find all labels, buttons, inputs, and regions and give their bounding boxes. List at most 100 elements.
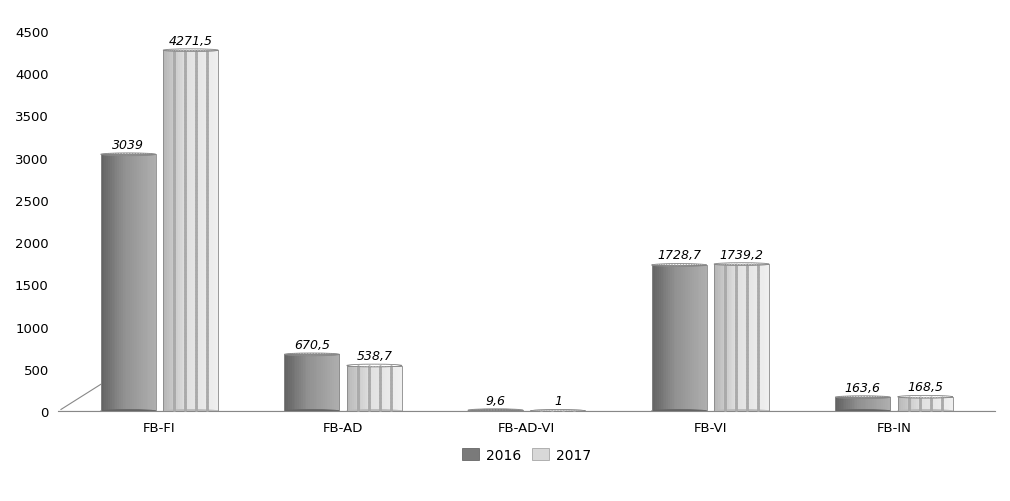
Bar [846,397,848,411]
Bar [119,155,121,411]
Polygon shape [537,410,539,412]
Bar [747,265,749,411]
Polygon shape [945,396,947,398]
Bar [727,265,729,411]
Bar [741,265,743,411]
Bar [925,397,927,411]
Bar [323,355,325,411]
Polygon shape [169,50,171,52]
Bar [123,155,125,411]
Bar [853,397,855,411]
Polygon shape [146,154,148,156]
Polygon shape [388,365,391,367]
Polygon shape [180,50,182,53]
Bar [137,155,139,411]
Bar [216,51,218,411]
Bar [931,397,933,411]
Polygon shape [514,409,516,411]
Bar [299,355,301,411]
Bar [938,397,940,411]
Text: 1728,7: 1728,7 [658,249,701,262]
Polygon shape [144,154,146,156]
Bar [376,366,378,411]
Bar [117,155,119,411]
Polygon shape [943,396,945,398]
Polygon shape [139,154,142,156]
Bar [911,397,913,411]
Bar [658,266,660,411]
Bar [194,51,196,411]
Bar [903,397,905,411]
Bar [490,410,492,411]
Polygon shape [654,265,655,266]
Bar [949,397,951,411]
Polygon shape [839,397,840,398]
Text: 538,7: 538,7 [357,349,392,362]
Bar [395,366,397,411]
Polygon shape [836,397,837,398]
Polygon shape [750,263,752,266]
Bar [869,397,871,411]
Polygon shape [767,264,768,265]
Polygon shape [928,396,931,398]
Bar [164,51,218,411]
Bar [373,366,375,411]
Polygon shape [842,396,844,398]
Polygon shape [716,264,718,265]
Polygon shape [688,264,691,267]
Bar [476,410,478,411]
Bar [756,265,759,411]
Bar [865,397,867,411]
Polygon shape [288,354,290,356]
Polygon shape [744,263,747,266]
Bar [760,265,762,411]
Bar [912,397,914,411]
Polygon shape [194,50,196,53]
Bar [516,410,518,411]
Bar [842,397,844,411]
Polygon shape [188,50,191,53]
Polygon shape [213,50,214,52]
Polygon shape [290,354,292,356]
Polygon shape [312,353,315,356]
Bar [479,410,481,411]
Polygon shape [846,396,849,399]
Bar [659,266,661,411]
Polygon shape [521,410,522,411]
Bar [191,51,193,411]
Bar [848,397,850,411]
Polygon shape [899,396,900,398]
Bar [898,397,900,411]
Polygon shape [558,410,561,412]
Bar [694,266,696,411]
Polygon shape [933,396,936,398]
Polygon shape [519,410,521,411]
Bar [679,266,681,411]
Polygon shape [292,354,294,356]
Bar [185,51,187,411]
Bar [104,155,106,411]
Bar [468,410,523,411]
Polygon shape [372,364,375,367]
Bar [182,51,184,411]
Polygon shape [857,396,860,399]
Bar [369,366,371,411]
Bar [198,51,200,411]
Bar [701,266,703,411]
Polygon shape [736,263,738,266]
Polygon shape [888,397,889,398]
Polygon shape [561,410,564,412]
Polygon shape [153,154,154,156]
Bar [743,265,745,411]
Polygon shape [320,353,323,356]
Bar [857,397,860,411]
Polygon shape [377,364,380,367]
Bar [148,155,150,411]
Polygon shape [182,50,185,53]
Bar [180,51,182,411]
Bar [146,155,148,411]
Polygon shape [837,397,839,398]
Ellipse shape [530,410,586,413]
Bar [698,266,700,411]
Polygon shape [764,264,766,266]
